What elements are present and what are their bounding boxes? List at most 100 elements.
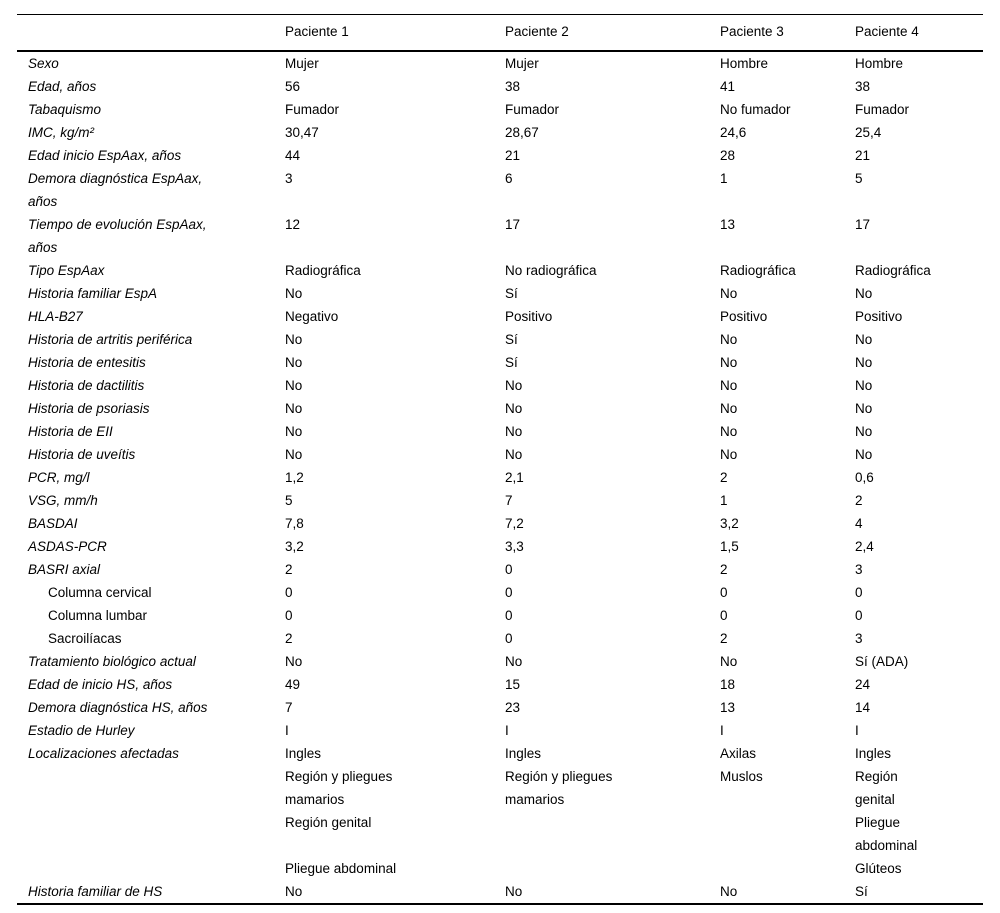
table-row: IMC, kg/m² 30,47 28,67 24,6 25,4 [17,121,983,144]
cell-value: 2 [720,562,728,577]
cell-value: 17 [855,217,871,232]
cell-value: 25,4 [855,125,882,140]
cell-value: Positivo [505,309,553,324]
cell-value: No [505,401,523,416]
cell-value: 3 [855,562,863,577]
cell-value: No [285,355,303,370]
table-row: Localizaciones afectadas Ingles Ingles Axil… [17,742,983,765]
cell-value: Negativo [285,309,339,324]
cell-value: Muslos [720,769,763,784]
row-label: IMC, kg/m² [28,125,94,140]
row-label: Edad de inicio HS, años [28,677,173,692]
table-row: Estadio de Hurley I I I I [17,719,983,742]
cell-value: Radiográfica [855,263,931,278]
row-label: Tiempo de evolución EspAax, años [28,217,207,255]
cell-value: 0 [855,585,863,600]
cell-value: 0 [855,608,863,623]
cell-value: Ingles [285,746,322,761]
row-label: Estadio de Hurley [28,723,135,738]
cell-value: No [285,378,303,393]
cell-value: No [505,884,523,899]
corner-cell [17,15,283,52]
cell-value: No [720,884,738,899]
cell-value: Fumador [505,102,560,117]
cell-value: 2 [720,470,728,485]
cell-value [503,857,718,880]
cell-value: I [285,723,289,738]
cell-value: Región y pliegues mamarios [505,769,613,807]
table-row: Historia de entesitis No Sí No No [17,351,983,374]
cell-value: No [720,332,738,347]
row-label: PCR, mg/l [28,470,90,485]
cell-value: Sí [505,355,518,370]
row-label: Historia de psoriasis [28,401,150,416]
row-label: Sexo [28,56,59,71]
table-row: Demora diagnóstica EspAax, años 3 6 1 5 [17,167,983,213]
row-label: BASRI axial [28,562,101,577]
cell-value: No [855,447,873,462]
cell-value: No [855,286,873,301]
cell-value: 0 [505,608,513,623]
table-row: Columna lumbar 0 0 0 0 [17,604,983,627]
cell-value: Fumador [855,102,910,117]
cell-value: 23 [505,700,521,715]
cell-value: 3 [285,171,293,186]
cell-value: No [285,447,303,462]
row-label: Tipo EspAax [28,263,105,278]
table-row: Pliegue abdominal Glúteos [17,857,983,880]
row-label: Edad, años [28,79,97,94]
row-label: Historia familiar de HS [28,884,163,899]
row-label: Tratamiento biológico actual [28,654,196,669]
cell-value: 1,2 [285,470,304,485]
row-label [17,811,283,857]
table-row: Historia de dactilitis No No No No [17,374,983,397]
cell-value: 3,2 [720,516,739,531]
cell-value: 0 [720,608,728,623]
cell-value: No radiográfica [505,263,597,278]
row-label [17,857,283,880]
cell-value: Ingles [855,746,892,761]
cell-value: No [720,286,738,301]
cell-value: Pliegue abdominal [855,815,918,853]
cell-value: 1 [720,493,728,508]
column-header-paciente-4: Paciente 4 [855,24,919,39]
cell-value: 18 [720,677,736,692]
cell-value: 3,3 [505,539,524,554]
cell-value: 38 [505,79,521,94]
cell-value: No [285,286,303,301]
table-row: ASDAS-PCR 3,2 3,3 1,5 2,4 [17,535,983,558]
table-row: Región genital Pliegue abdominal [17,811,983,857]
row-label: VSG, mm/h [28,493,98,508]
row-label: Historia de EII [28,424,113,439]
cell-value: 0 [285,585,293,600]
cell-value: No [855,424,873,439]
cell-value: 3,2 [285,539,304,554]
cell-value: I [855,723,859,738]
cell-value: Sí (ADA) [855,654,909,669]
cell-value: 7,2 [505,516,524,531]
cell-value: 7 [505,493,513,508]
cell-value: Positivo [855,309,903,324]
row-label: Demora diagnóstica HS, años [28,700,208,715]
table-row: Tiempo de evolución EspAax, años 12 17 13 17 [17,213,983,259]
cell-value: Región genital [855,769,898,807]
cell-value: I [505,723,509,738]
row-label: Historia familiar EspA [28,286,158,301]
cell-value [718,857,853,880]
cell-value: 6 [505,171,513,186]
cell-value: 5 [855,171,863,186]
cell-value: Región genital [285,815,372,830]
cell-value: No [285,884,303,899]
cell-value: Mujer [505,56,539,71]
row-label: Edad inicio EspAax, años [28,148,182,163]
cell-value: 30,47 [285,125,319,140]
row-label: BASDAI [28,516,78,531]
cell-value: 17 [505,217,521,232]
cell-value: No [855,355,873,370]
row-label: HLA-B27 [28,309,83,324]
cell-value: 38 [855,79,871,94]
cell-value: No [285,654,303,669]
row-label: ASDAS-PCR [28,539,107,554]
table-row: Historia de artritis periférica No Sí No No [17,328,983,351]
cell-value: Sí [505,332,518,347]
